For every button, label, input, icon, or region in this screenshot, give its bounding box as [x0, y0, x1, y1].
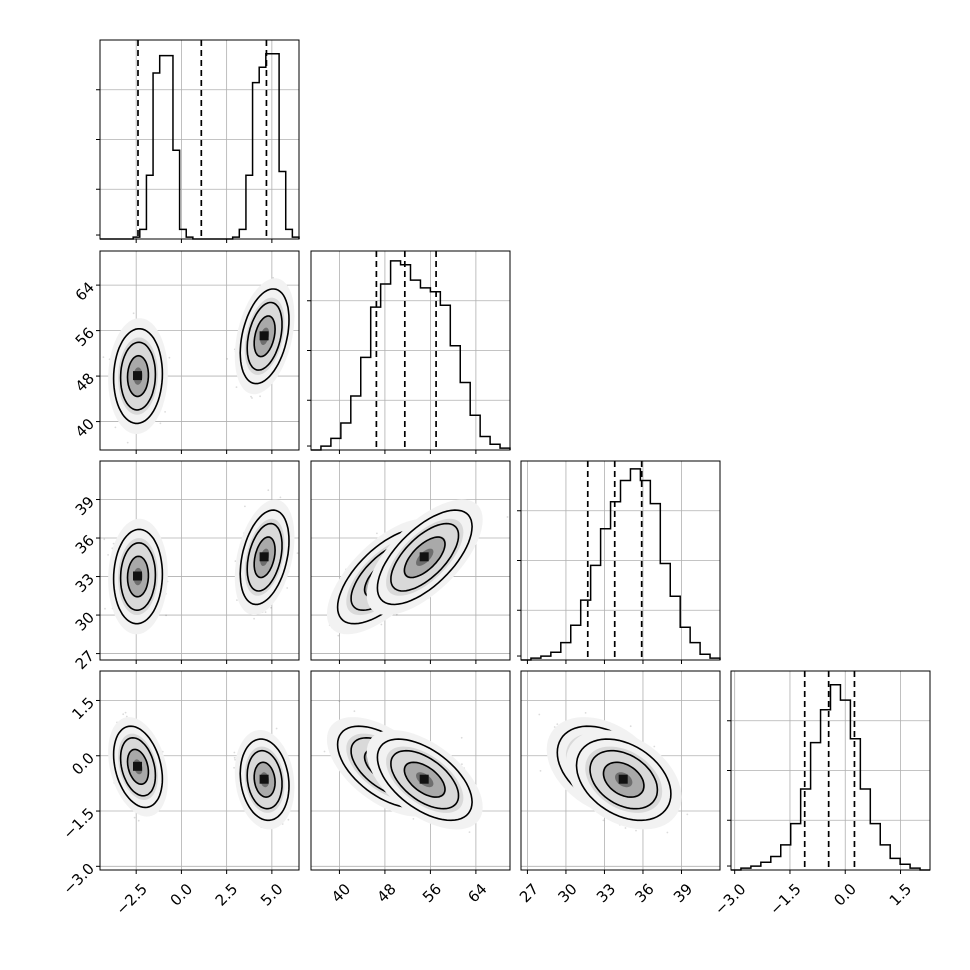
contour-line: [253, 315, 276, 358]
x-tick-label: 64: [464, 880, 490, 906]
x-tick-label: 36: [631, 880, 657, 906]
contour-line: [112, 725, 164, 809]
y-tick-label: 56: [72, 324, 98, 350]
contour-line: [253, 761, 276, 798]
contour-line: [119, 736, 157, 797]
x-tick-label: −3.0: [711, 880, 749, 918]
contour-line: [119, 542, 157, 611]
contour-line: [112, 328, 164, 425]
contour-line: [112, 528, 164, 625]
contour-line: [246, 749, 283, 810]
panel-1-0: [99, 250, 300, 451]
x-tick-label: 0.0: [167, 880, 197, 910]
y-tick-label: 48: [72, 369, 98, 395]
contour-line: [575, 738, 672, 822]
contour-line: [239, 288, 290, 385]
y-tick-label: −3.0: [60, 860, 98, 898]
density-peak: [133, 761, 142, 771]
panel-1-1: [307, 250, 511, 451]
contour-line: [376, 509, 473, 606]
y-tick-label: −1.5: [60, 804, 98, 842]
density-peak: [419, 774, 429, 784]
panel-frame: [520, 670, 721, 871]
y-tick-label: 36: [72, 531, 98, 557]
y-tick-label: 33: [72, 570, 98, 596]
panel-frame: [730, 670, 931, 871]
y-tick-label: 40: [72, 415, 98, 441]
density-peak: [133, 571, 142, 581]
panel-2-1: [310, 460, 511, 661]
y-tick-label: 27: [72, 647, 98, 673]
density-peak: [419, 552, 429, 562]
panel-3-2: [520, 670, 721, 871]
contour-line: [403, 761, 446, 798]
panel-0-0: [96, 39, 300, 240]
histogram-step: [100, 52, 300, 240]
density-peak: [618, 774, 628, 784]
contour-line: [376, 738, 473, 822]
density-peak: [133, 371, 142, 381]
contour-line: [246, 301, 283, 371]
contour-line: [246, 522, 283, 592]
contour-line: [602, 761, 645, 798]
histogram-step: [521, 468, 721, 661]
x-tick-label: 39: [670, 880, 696, 906]
x-tick-label: 30: [554, 880, 580, 906]
y-tick-label: 39: [72, 493, 98, 519]
y-tick-label: 0.0: [68, 749, 98, 779]
x-tick-label: 56: [419, 880, 445, 906]
y-tick-label: 30: [72, 608, 98, 634]
grid: [521, 671, 720, 870]
x-tick-label: 27: [516, 880, 542, 906]
panel-frame: [310, 670, 511, 871]
density-peak: [259, 331, 269, 341]
contour-line: [126, 355, 150, 398]
panel-frame: [99, 250, 300, 451]
x-tick-label: 33: [593, 880, 619, 906]
x-tick-label: 5.0: [257, 880, 287, 910]
contour-line: [253, 536, 276, 579]
contour-line: [239, 738, 290, 822]
contour-line: [126, 555, 150, 598]
contour-line: [589, 749, 659, 810]
histogram-step: [311, 260, 511, 451]
grid: [100, 671, 299, 870]
x-tick-label: 48: [373, 880, 399, 906]
contour-line: [390, 749, 460, 810]
density-peak: [259, 552, 269, 562]
panel-frame: [310, 460, 511, 661]
panel-frame: [99, 670, 300, 871]
panel-frame: [99, 460, 300, 661]
x-tick-label: 40: [328, 880, 354, 906]
y-tick-label: 1.5: [68, 694, 98, 724]
panel-frame: [310, 250, 511, 451]
y-tick-label: 64: [72, 278, 98, 304]
contour-line: [390, 522, 460, 592]
panel-3-0: [99, 670, 300, 871]
contour-line: [126, 748, 150, 785]
panel-2-0: [99, 460, 300, 661]
panel-2-2: [517, 460, 721, 661]
x-tick-label: 2.5: [212, 880, 242, 910]
contour-line: [239, 509, 290, 606]
x-tick-label: 0.0: [830, 880, 860, 910]
histogram-step: [731, 683, 930, 871]
x-tick-label: −1.5: [766, 880, 804, 918]
panel-3-1: [310, 670, 511, 871]
x-tick-label: −2.5: [112, 880, 150, 918]
panel-frame: [99, 39, 300, 240]
panel-3-3: [727, 670, 931, 871]
grid: [100, 40, 299, 239]
x-tick-label: 1.5: [886, 880, 916, 910]
density-peak: [259, 774, 269, 784]
contour-line: [403, 536, 446, 579]
contour-line: [119, 341, 157, 411]
panel-frame: [520, 460, 721, 661]
